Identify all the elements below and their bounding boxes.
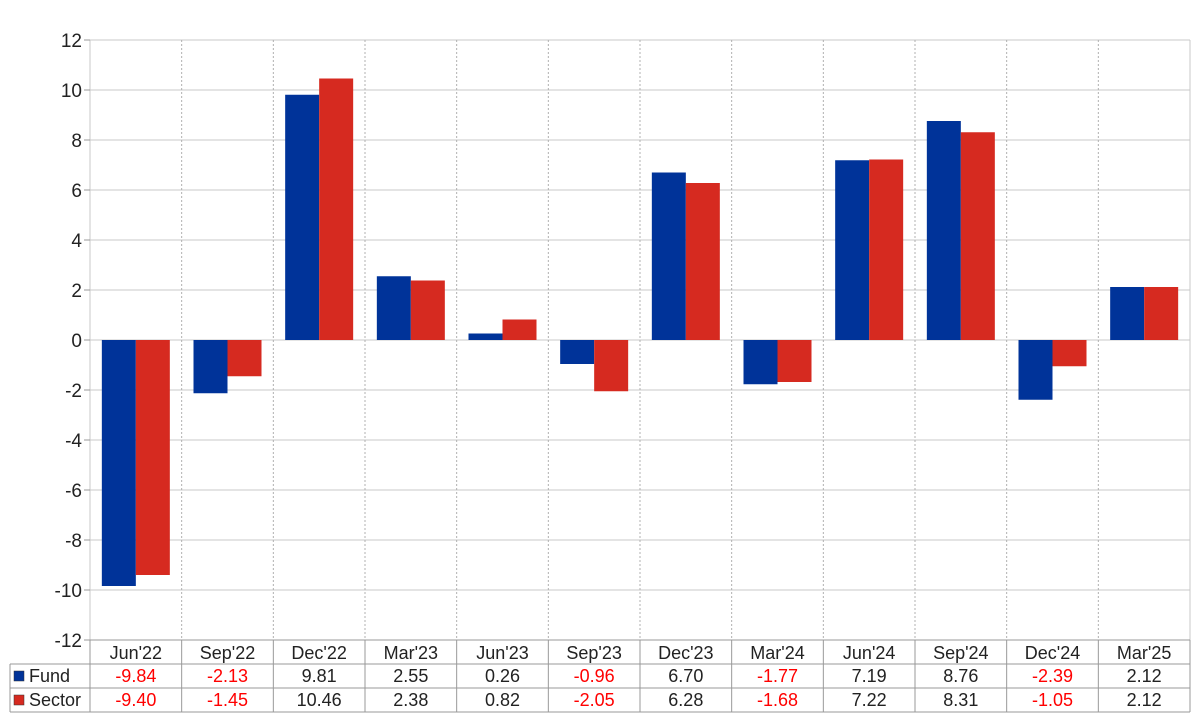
legend-label-fund: Fund: [29, 666, 70, 686]
y-tick-label: 8: [71, 131, 82, 152]
data-label-sector: 7.22: [852, 690, 887, 710]
y-tick-label: -6: [65, 481, 82, 502]
legend-label-sector: Sector: [29, 690, 81, 710]
y-tick-label: 6: [71, 181, 82, 202]
data-label-fund: 8.76: [943, 666, 978, 686]
data-label-fund: -2.39: [1032, 666, 1073, 686]
bar-sector: [319, 78, 354, 340]
y-tick-label: -4: [65, 431, 82, 452]
data-label-sector: -9.40: [115, 690, 156, 710]
data-label-sector: -1.45: [207, 690, 248, 710]
bar-sector: [1144, 287, 1179, 340]
x-category-label: Mar'25: [1117, 643, 1171, 663]
y-tick-label: -12: [55, 631, 82, 652]
bar-sector: [960, 132, 995, 340]
data-label-sector: 0.82: [485, 690, 520, 710]
bar-sector: [227, 340, 262, 377]
data-table: Jun'22 Sep'22 Dec'22 Mar'23 Jun'23 Sep'23 Dec'…: [9, 639, 1191, 713]
data-label-sector: -1.68: [757, 690, 798, 710]
data-label-fund: 9.81: [302, 666, 337, 686]
bar-fund: [101, 340, 136, 586]
y-tick-label: -8: [65, 531, 82, 552]
bar-fund: [376, 276, 411, 340]
data-label-fund: 2.55: [393, 666, 428, 686]
bar-sector: [869, 159, 904, 340]
y-tick-label: 12: [61, 31, 82, 52]
bar-fund: [285, 94, 320, 340]
bar-fund: [468, 333, 503, 340]
data-label-sector: -1.05: [1032, 690, 1073, 710]
x-category-label: Sep'23: [566, 643, 622, 663]
bar-sector: [135, 340, 170, 575]
x-category-label: Jun'24: [843, 643, 895, 663]
bar-sector: [410, 280, 445, 340]
legend-swatch-fund: [13, 670, 25, 682]
x-category-label: Sep'24: [933, 643, 989, 663]
x-category-label: Mar'23: [384, 643, 438, 663]
y-tick-label: 0: [71, 331, 82, 352]
data-label-fund: -1.77: [757, 666, 798, 686]
x-category-label: Jun'23: [476, 643, 528, 663]
bar-fund: [193, 340, 228, 394]
bar-fund: [560, 340, 595, 364]
data-label-sector: 6.28: [668, 690, 703, 710]
data-label-fund: 6.70: [668, 666, 703, 686]
data-label-sector: 2.38: [393, 690, 428, 710]
y-tick-label: -2: [65, 381, 82, 402]
y-tick-label: 10: [61, 81, 82, 102]
x-category-label: Jun'22: [110, 643, 162, 663]
y-tick-label: 4: [71, 231, 82, 252]
bar-fund: [835, 160, 870, 340]
data-label-fund: -0.96: [574, 666, 615, 686]
bar-sector: [502, 319, 537, 340]
y-tick-label: 2: [71, 281, 82, 302]
bars: [101, 78, 1179, 586]
data-label-fund: -9.84: [115, 666, 156, 686]
x-category-label: Mar'24: [750, 643, 804, 663]
bar-sector: [777, 340, 812, 382]
data-label-fund: -2.13: [207, 666, 248, 686]
data-label-fund: 0.26: [485, 666, 520, 686]
bar-fund: [651, 172, 686, 340]
data-label-sector: 2.12: [1127, 690, 1162, 710]
bar-fund: [743, 340, 778, 385]
legend-swatch-sector: [13, 694, 25, 706]
data-label-sector: 8.31: [943, 690, 978, 710]
data-label-sector: -2.05: [574, 690, 615, 710]
x-category-label: Dec'22: [291, 643, 346, 663]
bar-fund: [1018, 340, 1053, 400]
bar-fund: [926, 121, 961, 340]
x-category-label: Dec'23: [658, 643, 713, 663]
bar-fund: [1110, 287, 1145, 340]
x-category-label: Dec'24: [1025, 643, 1080, 663]
data-label-fund: 2.12: [1127, 666, 1162, 686]
y-tick-label: -10: [55, 581, 82, 602]
y-axis: 12 10 8 6 4 2 0 -2 -4 -6 -8 -10 -12: [55, 31, 90, 652]
x-category-label: Sep'22: [200, 643, 256, 663]
data-label-fund: 7.19: [852, 666, 887, 686]
bar-sector: [594, 340, 629, 392]
bar-sector: [1052, 340, 1087, 367]
bar-sector: [685, 183, 720, 340]
data-label-sector: 10.46: [297, 690, 342, 710]
